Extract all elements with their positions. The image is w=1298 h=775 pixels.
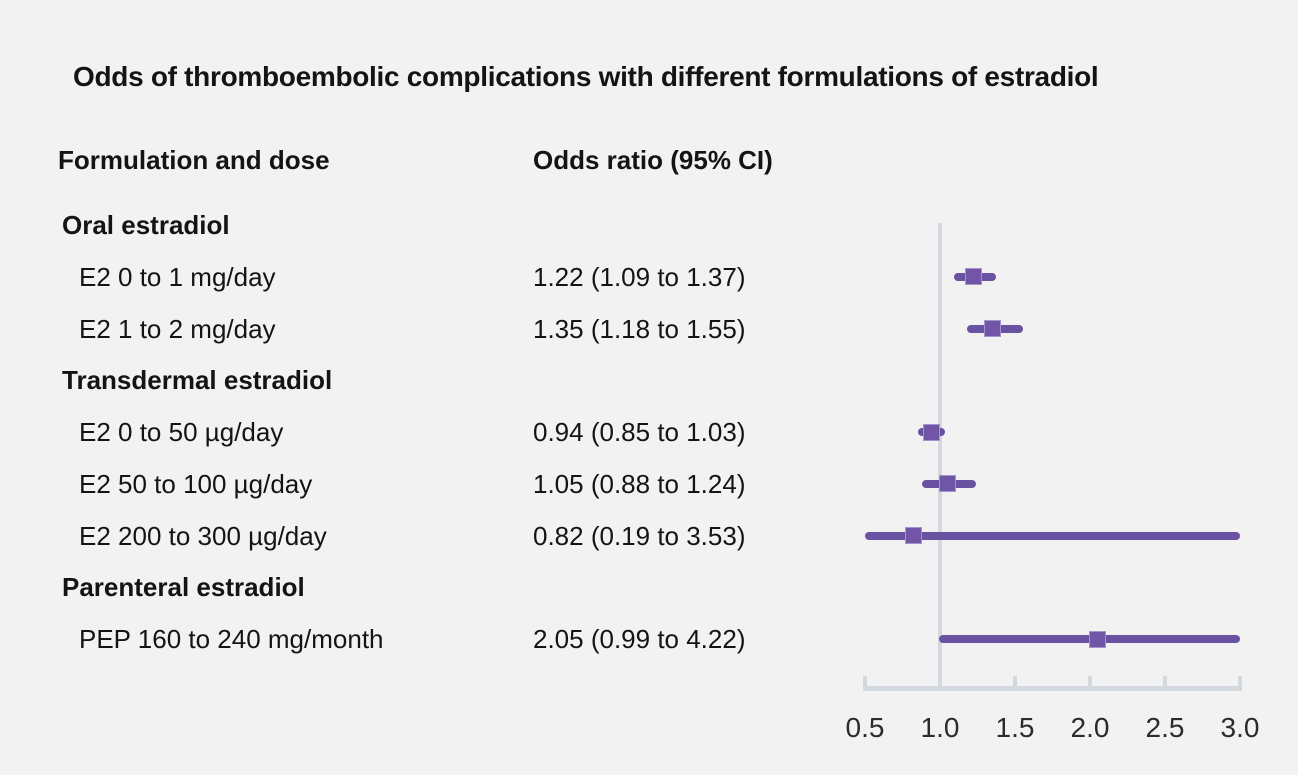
row-odds-ratio-value: 0.82 (0.19 to 3.53)	[533, 520, 746, 551]
point-estimate-marker	[964, 268, 982, 286]
row-label: E2 0 to 50 µg/day	[79, 417, 284, 447]
row-odds-ratio-value: 1.22 (1.09 to 1.37)	[533, 261, 746, 292]
confidence-interval-bar	[865, 531, 1240, 540]
reference-line-1	[938, 223, 942, 691]
row-label: PEP 160 to 240 mg/month	[79, 624, 384, 654]
row-label: E2 1 to 2 mg/day	[79, 313, 276, 344]
axis-tick-mark	[863, 676, 867, 686]
x-axis-line	[863, 686, 1242, 691]
row-odds-ratio-value: 1.35 (1.18 to 1.55)	[533, 313, 746, 344]
section-label: Oral estradiol	[62, 210, 230, 240]
axis-tick-label: 0.5	[845, 712, 885, 743]
point-estimate-marker	[939, 475, 956, 493]
axis-tick-mark	[938, 676, 942, 686]
point-estimate-marker	[984, 320, 1001, 337]
point-estimate-marker	[1089, 630, 1106, 648]
point-estimate-marker	[922, 423, 940, 441]
column-header-formulation: Formulation and dose	[58, 145, 330, 175]
axis-tick-mark	[1013, 676, 1017, 686]
axis-tick-label: 3.0	[1220, 712, 1260, 743]
axis-tick-mark	[1088, 676, 1092, 686]
chart-title: Odds of thromboembolic complications wit…	[73, 61, 1099, 92]
axis-tick-label: 1.5	[995, 712, 1035, 743]
axis-tick-mark	[1238, 676, 1242, 686]
column-header-odds-ratio: Odds ratio (95% CI)	[533, 145, 773, 175]
axis-tick-label: 2.5	[1145, 712, 1185, 743]
row-label: E2 50 to 100 µg/day	[79, 468, 313, 499]
axis-tick-label: 1.0	[920, 712, 960, 743]
section-label: Transdermal estradiol	[62, 365, 333, 396]
row-label: E2 200 to 300 µg/day	[79, 520, 327, 551]
row-label: E2 0 to 1 mg/day	[79, 261, 276, 292]
row-odds-ratio-value: 1.05 (0.88 to 1.24)	[533, 468, 746, 499]
axis-tick-label: 2.0	[1070, 712, 1110, 743]
point-estimate-marker	[904, 527, 922, 544]
axis-tick-mark	[1163, 676, 1167, 686]
row-odds-ratio-value: 0.94 (0.85 to 1.03)	[533, 417, 746, 447]
row-odds-ratio-value: 2.05 (0.99 to 4.22)	[533, 624, 746, 654]
section-label: Parenteral estradiol	[62, 572, 305, 603]
